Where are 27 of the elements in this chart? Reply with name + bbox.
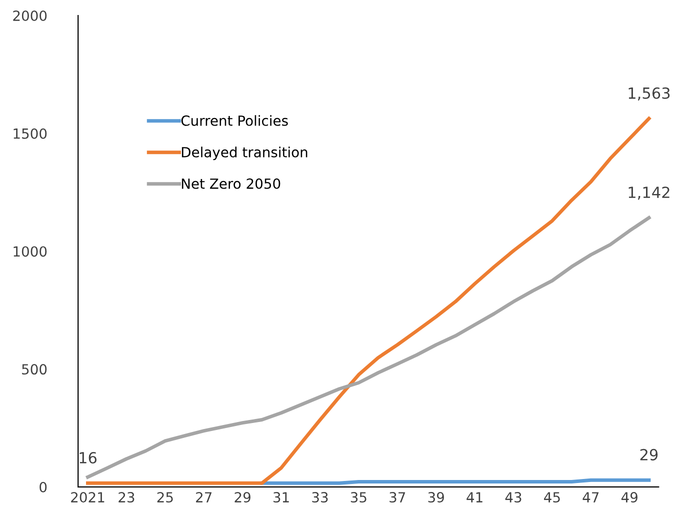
- data-label: 16: [80, 452, 97, 464]
- x-tick-label: 39: [428, 492, 444, 503]
- x-tick-label: 25: [157, 492, 173, 503]
- x-tick-label: 49: [621, 492, 638, 503]
- legend-label: Net Zero 2050: [182, 178, 280, 189]
- x-tick-label: 2021: [71, 492, 104, 503]
- x-tick-label: 27: [196, 492, 212, 502]
- x-tick-label: 41: [466, 492, 482, 502]
- y-tick-label: 1500: [14, 128, 47, 139]
- x-tick-label: 23: [118, 492, 134, 503]
- x-tick-label: 47: [582, 492, 599, 502]
- x-tick-label: 43: [505, 492, 522, 503]
- data-label: 29: [640, 448, 658, 460]
- x-tick-label: 45: [544, 492, 560, 503]
- x-tick-label: 31: [274, 492, 289, 503]
- y-tick-label: 500: [22, 364, 47, 375]
- data-label: 1,563: [628, 87, 670, 100]
- legend-label: Current Policies: [181, 115, 288, 126]
- y-tick-label: 1000: [14, 246, 47, 257]
- y-tick-label: 0: [40, 482, 47, 492]
- y-tick-label: 2000: [13, 10, 47, 22]
- x-tick-label: 29: [234, 492, 250, 503]
- data-label: 1,142: [628, 186, 670, 200]
- x-tick-label: 37: [390, 492, 406, 503]
- x-tick-label: 33: [312, 492, 328, 503]
- x-tick-label: 35: [350, 492, 366, 503]
- legend-label: Delayed transition: [182, 146, 308, 160]
